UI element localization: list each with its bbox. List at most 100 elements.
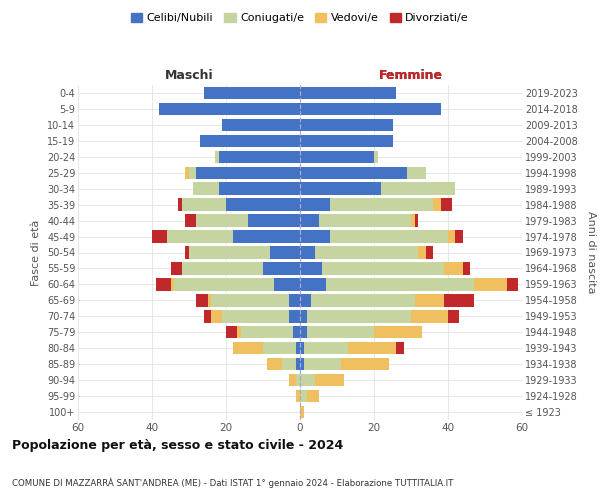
Bar xyxy=(300,406,304,418)
Bar xyxy=(196,294,208,306)
Bar xyxy=(289,374,296,386)
Bar xyxy=(281,358,296,370)
Bar xyxy=(322,262,445,274)
Bar xyxy=(326,278,474,290)
Y-axis label: Fasce di età: Fasce di età xyxy=(31,220,41,286)
Bar xyxy=(185,166,189,179)
Bar xyxy=(289,294,300,306)
Bar xyxy=(440,198,452,211)
Bar xyxy=(448,310,459,322)
Bar xyxy=(170,262,182,274)
Bar xyxy=(182,262,263,274)
Bar xyxy=(426,246,433,258)
Bar xyxy=(455,230,463,243)
Bar xyxy=(185,246,189,258)
Bar xyxy=(300,214,319,227)
Y-axis label: Anni di nascita: Anni di nascita xyxy=(586,211,596,294)
Bar xyxy=(445,294,474,306)
Bar xyxy=(263,342,296,354)
Bar xyxy=(329,230,448,243)
Bar xyxy=(204,87,300,99)
Bar xyxy=(300,342,304,354)
Bar xyxy=(196,166,300,179)
Bar xyxy=(341,358,389,370)
Bar xyxy=(237,326,241,338)
Bar xyxy=(263,262,300,274)
Bar xyxy=(411,310,448,322)
Bar xyxy=(300,134,392,147)
Bar xyxy=(211,310,223,322)
Bar xyxy=(189,246,271,258)
Bar xyxy=(348,342,396,354)
Bar xyxy=(300,358,304,370)
Bar xyxy=(445,262,463,274)
Bar xyxy=(396,342,404,354)
Text: COMUNE DI MAZZARRÀ SANT'ANDREA (ME) - Dati ISTAT 1° gennaio 2024 - Elaborazione : COMUNE DI MAZZARRÀ SANT'ANDREA (ME) - Da… xyxy=(12,477,454,488)
Bar xyxy=(156,278,170,290)
Bar xyxy=(415,214,418,227)
Bar xyxy=(300,246,315,258)
Bar xyxy=(300,262,322,274)
Bar xyxy=(300,102,440,115)
Bar xyxy=(208,294,211,306)
Bar xyxy=(296,358,300,370)
Bar xyxy=(289,310,300,322)
Bar xyxy=(415,294,445,306)
Bar xyxy=(507,278,518,290)
Bar xyxy=(174,278,274,290)
Bar xyxy=(407,166,426,179)
Bar xyxy=(160,102,300,115)
Bar xyxy=(293,326,300,338)
Bar xyxy=(433,198,440,211)
Bar xyxy=(196,214,248,227)
Bar xyxy=(223,118,300,131)
Bar xyxy=(300,390,307,402)
Bar xyxy=(300,326,307,338)
Bar xyxy=(307,326,374,338)
Bar xyxy=(300,310,307,322)
Bar xyxy=(411,214,415,227)
Bar xyxy=(300,166,407,179)
Bar xyxy=(311,294,415,306)
Bar xyxy=(418,246,426,258)
Bar xyxy=(226,198,300,211)
Bar xyxy=(315,246,418,258)
Bar xyxy=(223,310,289,322)
Bar xyxy=(218,150,300,163)
Bar xyxy=(248,214,300,227)
Bar xyxy=(329,198,433,211)
Bar xyxy=(300,182,382,195)
Bar xyxy=(296,374,300,386)
Bar xyxy=(189,166,196,179)
Bar xyxy=(274,278,300,290)
Bar xyxy=(218,182,300,195)
Bar xyxy=(300,198,329,211)
Bar xyxy=(233,342,263,354)
Bar xyxy=(307,310,411,322)
Bar xyxy=(178,198,182,211)
Bar xyxy=(307,390,319,402)
Bar xyxy=(271,246,300,258)
Bar xyxy=(267,358,281,370)
Bar xyxy=(204,310,211,322)
Bar xyxy=(182,198,226,211)
Bar xyxy=(152,230,167,243)
Bar xyxy=(474,278,507,290)
Bar xyxy=(296,342,300,354)
Bar xyxy=(167,230,233,243)
Bar xyxy=(170,278,174,290)
Bar xyxy=(185,214,196,227)
Text: Femmine: Femmine xyxy=(379,68,443,82)
Bar xyxy=(296,390,300,402)
Bar xyxy=(382,182,455,195)
Bar xyxy=(211,294,289,306)
Bar xyxy=(215,150,218,163)
Bar xyxy=(193,182,218,195)
Bar xyxy=(300,87,396,99)
Text: Femmine: Femmine xyxy=(379,68,443,82)
Legend: Celibi/Nubili, Coniugati/e, Vedovi/e, Divorziati/e: Celibi/Nubili, Coniugati/e, Vedovi/e, Di… xyxy=(127,8,473,28)
Bar xyxy=(300,294,311,306)
Bar xyxy=(300,230,329,243)
Bar xyxy=(448,230,455,243)
Bar xyxy=(300,278,326,290)
